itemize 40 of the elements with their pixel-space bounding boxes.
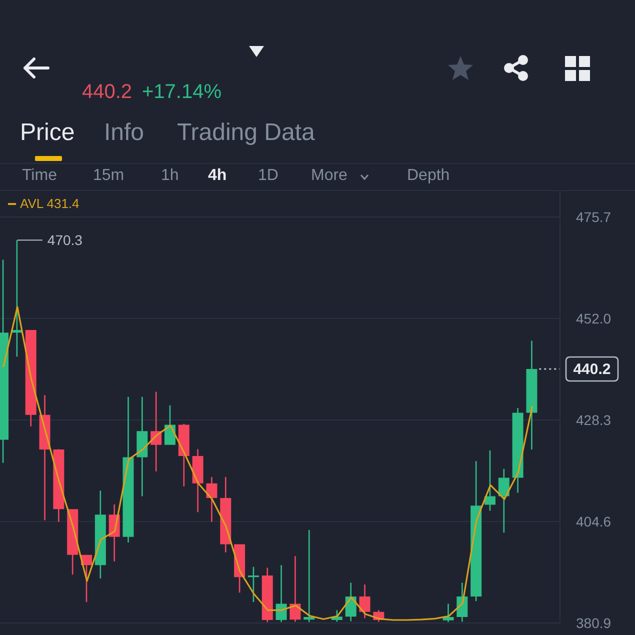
candlestick	[442, 604, 454, 622]
text: 15m	[93, 166, 124, 186]
y-tick-label: 428.3	[576, 412, 612, 428]
candlestick	[206, 476, 218, 522]
candlestick	[178, 424, 190, 486]
candlestick	[359, 584, 370, 618]
text: Price	[20, 119, 75, 147]
candlestick	[220, 476, 232, 552]
candlestick	[304, 530, 315, 622]
ref-line-label: 440.2	[573, 361, 611, 378]
candlestick	[122, 396, 134, 542]
line-series	[2, 306, 533, 621]
candlestick	[192, 449, 204, 512]
candlestick	[456, 582, 468, 622]
candlestick	[25, 330, 36, 426]
candlestick	[290, 556, 301, 622]
y-tick-label: 380.9	[576, 614, 612, 631]
y-tick-label: 475.7	[576, 208, 612, 225]
annotation: 470.3	[47, 232, 83, 248]
text: 1h	[161, 166, 179, 186]
text: 440.2	[82, 80, 132, 104]
text: +17.14%	[142, 80, 222, 104]
text: 1D	[258, 166, 278, 186]
text: Info	[104, 119, 144, 147]
candlestick	[136, 396, 148, 496]
candlestick	[276, 565, 287, 622]
candlestick	[526, 340, 538, 450]
candlestick	[94, 490, 106, 578]
y-tick-label: 452.0	[576, 310, 612, 326]
text: Depth	[407, 166, 450, 186]
y-tick-label: 404.6	[576, 513, 612, 530]
candlestick	[512, 408, 524, 493]
text: 4h	[208, 166, 227, 186]
text: Time	[22, 166, 57, 186]
text: Trading Data	[177, 119, 315, 147]
candlestick	[470, 461, 482, 602]
text: More	[311, 166, 348, 186]
candlestick	[498, 468, 510, 533]
legend-label: AVL 431.4	[20, 196, 80, 211]
candlestick	[262, 568, 273, 622]
